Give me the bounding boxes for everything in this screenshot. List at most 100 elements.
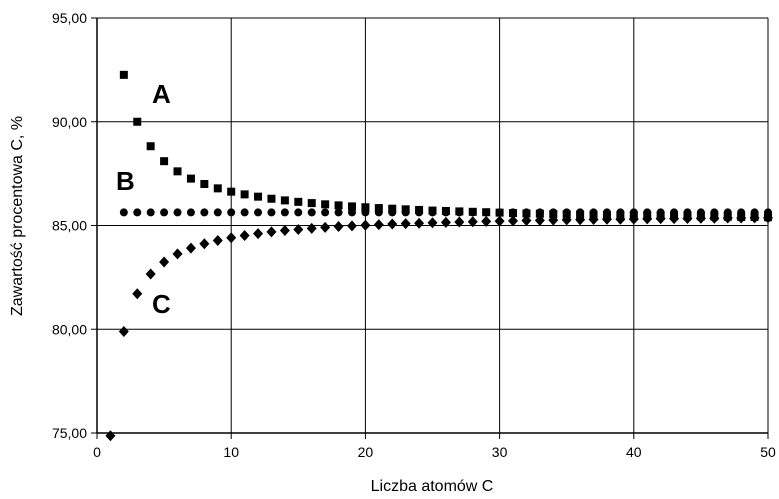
series-label-a: A [152,79,171,109]
series-a-point [133,117,142,126]
series-c-point [159,256,170,268]
series-a-point [361,203,370,212]
series-c-point [105,430,116,442]
series-label-c: C [152,289,171,319]
series-b-point [160,208,169,217]
series-c-point [615,213,626,225]
series-b-point [428,208,437,217]
series-b-point [549,208,558,217]
series-c-point [199,238,210,250]
series-c-point [709,212,720,224]
series-b-point [267,208,276,217]
series-c-point [521,215,532,227]
series-a-point [267,194,276,203]
series-c-point [360,219,371,231]
series-c-point [440,216,451,228]
x-tick-label: 30 [492,444,508,460]
series-b-point [280,208,289,217]
series-c-point [132,288,143,300]
series-c-point [293,223,304,235]
series-c-point [628,213,639,225]
series-b-point [294,208,303,217]
series-b-point [227,208,236,217]
x-tick-label: 50 [760,444,776,460]
series-b-point [589,208,598,217]
y-tick-labels: 75,00 80,00 85,00 90,00 95,00 [52,10,87,441]
series-b-point [200,208,209,217]
series-a-point [321,200,330,209]
series-b-point [656,208,665,217]
series-a-point [254,192,263,201]
series-b-point [495,208,504,217]
series-c-point [695,212,706,224]
series-b-point [133,208,142,217]
series-b-point [602,208,611,217]
x-tick-labels: 0 10 20 30 40 50 [93,444,776,460]
series-c-point [655,213,666,225]
series-a-point [280,196,289,205]
series-a-point [186,174,195,183]
series-b-point [696,208,705,217]
series-b-point [173,208,182,217]
x-tick-label: 20 [358,444,374,460]
series-c-point [118,326,129,338]
series-label-b: B [116,166,135,196]
series-b-point [737,208,746,217]
series-b-point [468,208,477,217]
series-b-point [321,208,330,217]
series-a-point [213,184,222,193]
series-c-point [333,221,344,233]
axes [91,17,769,439]
series-c-point [400,218,411,230]
series-b-point [535,208,544,217]
series-c-point [722,212,733,224]
series-b-point [710,208,719,217]
series-b-point [482,208,491,217]
series-b-point [146,208,155,217]
series-b-point [240,208,249,217]
series-b-point [455,208,464,217]
series-a-point [294,197,303,206]
series-a-point [307,199,316,208]
series-b-point [347,208,356,217]
series-b-point [670,208,679,217]
series-b-point [723,208,732,217]
series-a-point [160,157,169,166]
series-c-point [212,234,223,246]
series-a-point [347,202,356,211]
series-c-point [467,216,478,228]
series-c-point [427,217,438,229]
series-c-point [588,213,599,225]
series-b-point [401,208,410,217]
series-c-point [575,214,586,226]
y-axis-title: Zawartość procentowa C, % [9,116,26,316]
series-c-point [534,214,545,226]
x-tick-label: 0 [93,444,101,460]
series-c-point [387,218,398,230]
series-a-point [173,167,182,176]
series-c-point [373,219,384,231]
series-c-point [642,213,653,225]
y-tick-label: 80,00 [52,321,87,337]
series-c-point [266,226,277,238]
series-c-point [763,212,773,224]
x-axis-title: Liczba atomów C [371,478,494,495]
series-c-point [414,217,425,229]
series-c-point [548,214,559,226]
series-c-point [253,228,264,240]
series-b-point [388,208,397,217]
x-tick-label: 40 [626,444,642,460]
series-c-point [669,213,680,225]
series-c-point [682,212,693,224]
series-b-point [522,208,531,217]
series-b-point [509,208,518,217]
series-c-point [601,213,612,225]
y-tick-label: 75,00 [52,425,87,441]
series-c-point [145,268,156,280]
series-c-point [561,214,572,226]
series-b-point [683,208,692,217]
series-c-point [185,242,196,254]
y-tick-label: 90,00 [52,114,87,130]
